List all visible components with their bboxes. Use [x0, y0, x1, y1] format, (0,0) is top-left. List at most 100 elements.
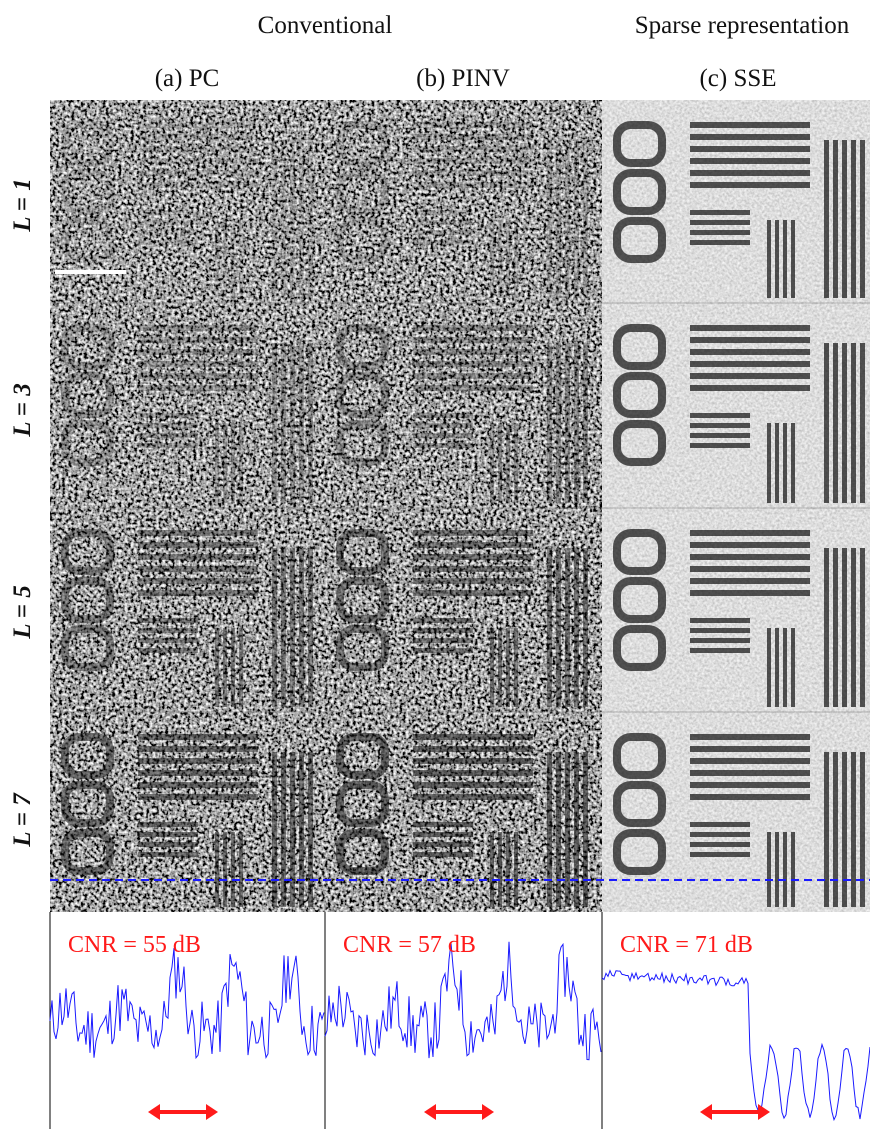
bar — [138, 443, 198, 448]
bar — [138, 337, 258, 343]
row-label: L = 5 — [9, 585, 36, 640]
bar — [860, 548, 865, 707]
bar — [690, 638, 750, 643]
bar — [690, 182, 810, 188]
bar — [413, 413, 473, 418]
bar — [690, 210, 750, 215]
bar — [138, 542, 258, 548]
column-label: (a) PC — [155, 65, 220, 92]
bar — [138, 566, 258, 572]
image-column — [50, 100, 325, 912]
bar — [783, 628, 787, 707]
bar — [851, 752, 856, 907]
figure: Conventional Sparse representation (a) P… — [0, 0, 870, 1129]
profile-trace — [602, 971, 870, 1120]
bar — [498, 423, 502, 503]
bar — [215, 832, 219, 907]
bar — [138, 618, 198, 623]
bar — [767, 423, 771, 503]
bar — [413, 146, 533, 152]
bar — [138, 590, 258, 596]
bar — [498, 220, 502, 298]
bar — [514, 423, 518, 503]
bar — [783, 220, 787, 298]
bar — [272, 752, 277, 907]
bar — [833, 548, 838, 707]
bar — [767, 220, 771, 298]
bar — [413, 554, 533, 560]
bar — [138, 240, 198, 245]
bar — [138, 794, 258, 800]
bar — [690, 337, 810, 343]
bar — [506, 832, 510, 907]
bar — [413, 530, 533, 536]
bar — [690, 373, 810, 379]
bar — [281, 343, 286, 503]
bar — [413, 618, 473, 623]
bar — [281, 140, 286, 298]
bar — [413, 170, 533, 176]
bar — [690, 122, 810, 128]
bar — [498, 832, 502, 907]
bar — [547, 343, 552, 503]
bar — [413, 746, 533, 752]
bar — [833, 752, 838, 907]
bar — [690, 325, 810, 331]
bar — [299, 752, 304, 907]
bar — [413, 842, 473, 847]
bar — [690, 758, 810, 764]
bar — [775, 423, 779, 503]
bar — [138, 832, 198, 837]
bar — [833, 140, 838, 298]
bar — [775, 628, 779, 707]
bar — [308, 752, 313, 907]
bar — [138, 530, 258, 536]
bar — [239, 832, 243, 907]
bar — [308, 548, 313, 707]
bar — [231, 628, 235, 707]
bar — [223, 832, 227, 907]
bar — [690, 852, 750, 857]
bar — [690, 230, 750, 235]
image-column — [602, 100, 870, 912]
bar — [690, 443, 750, 448]
bar — [215, 423, 219, 503]
column-label: (b) PINV — [416, 65, 510, 92]
bar — [413, 794, 533, 800]
bar — [565, 343, 570, 503]
bar — [413, 822, 473, 827]
bar — [413, 433, 473, 438]
bar — [506, 628, 510, 707]
bar — [574, 343, 579, 503]
bar — [290, 548, 295, 707]
bar — [842, 343, 847, 503]
bar — [138, 170, 258, 176]
bar — [514, 220, 518, 298]
bar — [556, 343, 561, 503]
bar — [490, 220, 494, 298]
bar — [413, 590, 533, 596]
bar — [690, 628, 750, 633]
bar — [791, 220, 795, 298]
bar — [138, 413, 198, 418]
bar — [413, 361, 533, 367]
bar — [138, 746, 258, 752]
bar — [138, 842, 198, 847]
bar — [690, 618, 750, 623]
bar — [138, 758, 258, 764]
bar — [138, 182, 258, 188]
profile-trace — [50, 948, 324, 1058]
group-title: Conventional — [258, 12, 393, 39]
bar — [138, 433, 198, 438]
bar — [138, 325, 258, 331]
bar — [413, 325, 533, 331]
bar — [824, 548, 829, 707]
bar — [290, 343, 295, 503]
bar — [860, 343, 865, 503]
bar — [775, 832, 779, 907]
bar — [690, 240, 750, 245]
bar — [690, 832, 750, 837]
bar — [767, 832, 771, 907]
bar — [690, 554, 810, 560]
cnr-label: CNR = 55 dB — [68, 932, 201, 958]
